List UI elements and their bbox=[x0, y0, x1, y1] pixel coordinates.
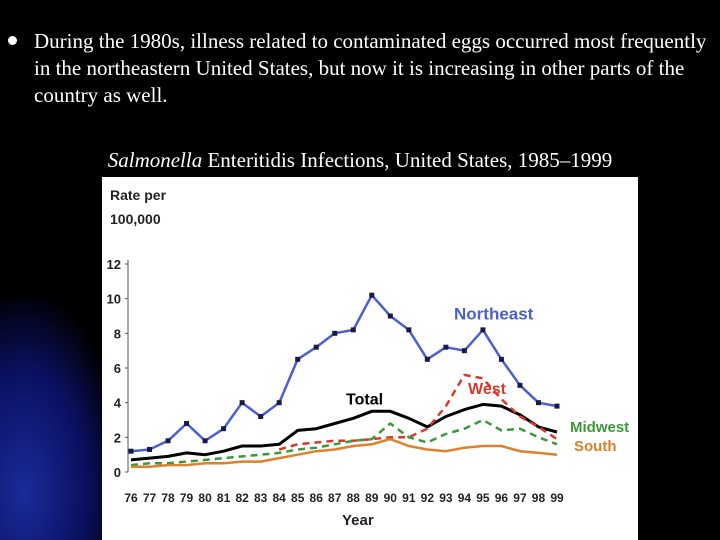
series-label-west: West bbox=[468, 381, 507, 398]
data-point-northeast bbox=[535, 400, 541, 406]
x-tick-label: 82 bbox=[235, 491, 249, 505]
data-point-northeast bbox=[202, 438, 208, 444]
data-point-northeast bbox=[258, 414, 264, 420]
y-tick-label: 4 bbox=[114, 396, 122, 411]
data-point-northeast bbox=[350, 327, 356, 333]
data-point-northeast bbox=[147, 446, 153, 452]
x-tick-label: 78 bbox=[161, 491, 175, 505]
x-tick-label: 97 bbox=[513, 491, 527, 505]
series-label-northeast: Northeast bbox=[454, 304, 534, 323]
series-label-total: Total bbox=[346, 391, 383, 408]
x-tick-label: 80 bbox=[198, 491, 212, 505]
data-point-northeast bbox=[554, 403, 560, 409]
chart-title-rest: Enteritidis Infections, United States, 1… bbox=[202, 148, 613, 172]
data-point-northeast bbox=[480, 327, 486, 333]
bullet-text: During the 1980s, illness related to con… bbox=[34, 29, 707, 107]
y-axis-label-line1: Rate per bbox=[110, 187, 167, 203]
y-tick-label: 0 bbox=[114, 465, 121, 480]
x-tick-label: 76 bbox=[124, 491, 138, 505]
data-point-northeast bbox=[443, 344, 449, 350]
series-line-south bbox=[131, 437, 558, 469]
x-tick-label: 83 bbox=[254, 491, 268, 505]
series-line-midwest bbox=[130, 418, 558, 467]
data-point-northeast bbox=[332, 330, 338, 336]
x-tick-label: 99 bbox=[550, 491, 564, 505]
x-tick-label: 90 bbox=[384, 491, 398, 505]
y-tick-label: 6 bbox=[114, 361, 121, 376]
x-tick-label: 92 bbox=[421, 491, 435, 505]
data-point-northeast bbox=[461, 348, 467, 354]
y-tick-label: 10 bbox=[107, 292, 121, 307]
x-tick-label: 88 bbox=[347, 491, 361, 505]
x-tick-label: 96 bbox=[495, 491, 509, 505]
x-tick-label: 86 bbox=[310, 491, 324, 505]
data-point-northeast bbox=[313, 344, 319, 350]
x-tick-label: 94 bbox=[458, 491, 472, 505]
series-line-northeast bbox=[130, 293, 558, 453]
data-point-northeast bbox=[406, 327, 412, 333]
x-tick-label: 81 bbox=[217, 491, 231, 505]
data-point-northeast bbox=[276, 400, 282, 406]
series-line-west bbox=[278, 373, 558, 451]
data-point-northeast bbox=[239, 400, 245, 406]
x-axis-label: Year bbox=[342, 512, 374, 529]
y-axis-label-line2: 100,000 bbox=[110, 211, 161, 227]
series-label-south: South bbox=[574, 438, 617, 455]
y-tick-label: 12 bbox=[107, 257, 121, 272]
chart-title-italic: Salmonella bbox=[107, 148, 203, 172]
data-point-northeast bbox=[424, 356, 430, 362]
background-blue-glow bbox=[0, 300, 120, 540]
x-tick-label: 77 bbox=[143, 491, 157, 505]
x-tick-label: 79 bbox=[180, 491, 194, 505]
bullet-dot bbox=[8, 36, 17, 45]
y-tick-label: 8 bbox=[114, 326, 121, 341]
data-point-northeast bbox=[517, 382, 523, 388]
series-label-midwest: Midwest bbox=[570, 419, 629, 436]
chart-title: Salmonella Enteritidis Infections, Unite… bbox=[0, 148, 720, 173]
x-tick-label: 93 bbox=[439, 491, 453, 505]
series-line-total bbox=[130, 402, 558, 462]
data-point-northeast bbox=[498, 356, 504, 362]
x-tick-label: 89 bbox=[365, 491, 379, 505]
data-point-northeast bbox=[387, 313, 393, 319]
x-tick-label: 95 bbox=[476, 491, 490, 505]
line-chart: Rate per 100,000 Year 0 2 4 6 8 10 12 76 77 78 79 8… bbox=[107, 187, 630, 529]
data-point-northeast bbox=[165, 438, 171, 444]
bullet-point: During the 1980s, illness related to con… bbox=[8, 28, 714, 109]
chart-panel: Rate per 100,000 Year 0 2 4 6 8 10 12 76 77 78 79 8… bbox=[102, 177, 638, 540]
x-tick-label: 91 bbox=[402, 491, 416, 505]
data-point-northeast bbox=[295, 356, 301, 362]
data-point-northeast bbox=[184, 420, 190, 426]
x-tick-label: 84 bbox=[272, 491, 286, 505]
x-tick-label: 87 bbox=[328, 491, 342, 505]
x-tick-label: 98 bbox=[532, 491, 546, 505]
data-point-northeast bbox=[221, 426, 227, 432]
data-point-northeast bbox=[369, 292, 375, 298]
y-tick-label: 2 bbox=[114, 430, 121, 445]
x-tick-label: 85 bbox=[291, 491, 305, 505]
data-point-northeast bbox=[128, 448, 134, 454]
